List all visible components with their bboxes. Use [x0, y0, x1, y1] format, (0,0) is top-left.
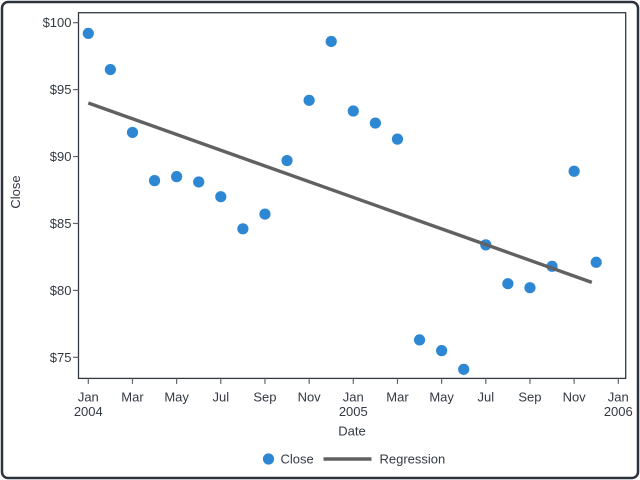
legend-regression-label: Regression [380, 452, 446, 467]
x-tick-label: Mar [386, 390, 409, 405]
y-axis-title: Close [8, 175, 23, 208]
data-point [590, 256, 602, 268]
data-point [281, 154, 293, 167]
x-tick-label: Nov [563, 390, 587, 405]
data-point [347, 105, 359, 117]
data-point [303, 94, 315, 106]
data-point [148, 175, 161, 187]
series-layer [82, 27, 602, 375]
legend-close-label: Close [281, 452, 314, 467]
data-point [458, 363, 470, 375]
x-tick-label: May [164, 390, 189, 405]
x-tick-label: Nov [298, 390, 322, 405]
x-tick-label: Jul [477, 390, 494, 405]
x-tick-label: May [429, 390, 454, 405]
data-point [369, 117, 381, 129]
x-tick-label: Jan [343, 390, 364, 405]
data-point [82, 27, 94, 40]
regression-line [87, 101, 593, 284]
x-tick-label: Jan [608, 390, 629, 405]
data-point [237, 223, 249, 235]
data-point [126, 126, 139, 139]
x-tick-year-label: 2004 [74, 404, 103, 419]
data-point [568, 165, 580, 177]
x-tick-label: Sep [253, 390, 276, 405]
data-point [259, 208, 271, 220]
data-point [104, 63, 116, 76]
x-tick-label: Jul [212, 390, 229, 405]
y-tick-label: $100 [43, 15, 72, 30]
data-point [171, 171, 183, 183]
data-point [215, 191, 227, 203]
data-point [413, 334, 426, 346]
x-tick-year-label: 2005 [339, 404, 368, 419]
y-axis-ticks: $100 $95 $90 $85 $80 $75 [43, 15, 79, 365]
x-tick-label: Mar [121, 390, 144, 405]
x-tick-label: Sep [518, 390, 541, 405]
data-point [193, 176, 205, 188]
data-point [502, 278, 514, 290]
y-tick-label: $85 [50, 216, 72, 231]
y-tick-label: $75 [50, 350, 72, 365]
y-tick-label: $95 [50, 82, 72, 97]
x-axis-title: Date [338, 424, 365, 439]
data-point [524, 282, 536, 294]
x-tick-label: Jan [78, 390, 99, 405]
data-point [436, 345, 448, 357]
plot-frame [77, 12, 627, 380]
y-tick-label: $80 [50, 283, 72, 298]
legend: Close Regression [262, 452, 446, 467]
y-tick-label: $90 [50, 149, 72, 164]
data-point [391, 133, 404, 145]
x-tick-year-label: 2006 [604, 404, 633, 419]
legend-close-marker-icon [262, 453, 275, 465]
data-point [325, 35, 337, 48]
